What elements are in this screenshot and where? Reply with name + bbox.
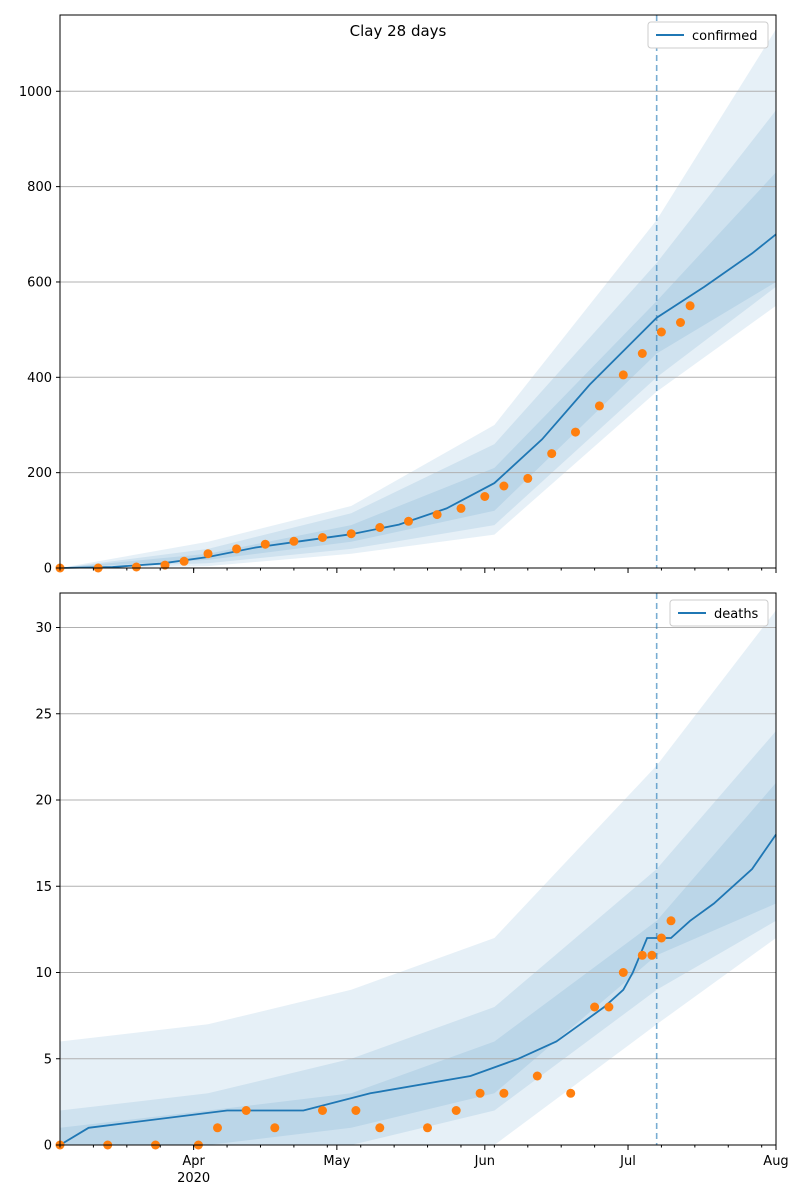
- deaths-points: [55, 916, 676, 1150]
- fit-line-deaths: [59, 833, 777, 1146]
- observed-point: [618, 968, 628, 977]
- band-2: [60, 29, 776, 569]
- observed-point: [637, 950, 647, 960]
- ytick-label: 30: [35, 621, 52, 636]
- xtick-label: Apr: [182, 1154, 205, 1169]
- ytick-label: 25: [35, 707, 52, 722]
- observed-point: [260, 539, 270, 549]
- deaths-axes-frame: [59, 592, 777, 1146]
- confirmed-xticks: [59, 568, 777, 573]
- band-0: [60, 782, 776, 1145]
- observed-point: [423, 1123, 432, 1133]
- observed-point: [590, 1002, 600, 1012]
- band-1: [60, 110, 776, 569]
- observed-point: [456, 503, 466, 513]
- observed-point: [203, 549, 213, 559]
- observed-point: [451, 1106, 461, 1115]
- observed-point: [647, 950, 657, 960]
- observed-point: [532, 1071, 542, 1081]
- observed-point: [375, 1123, 385, 1133]
- observed-point: [179, 556, 189, 566]
- observed-point: [571, 427, 580, 437]
- legend-label-deaths: deaths: [714, 607, 759, 622]
- confirmed-panel: 0 200 400 600 800 1000 Clay 28 days confirmed: [19, 14, 777, 577]
- deaths-legend: deaths: [669, 599, 769, 627]
- observed-point: [566, 1088, 576, 1098]
- observed-point: [318, 533, 327, 542]
- xtick-sublabel: 2020: [177, 1171, 210, 1186]
- observed-point: [656, 327, 666, 337]
- observed-point: [637, 349, 647, 358]
- ytick-label: 600: [27, 275, 52, 290]
- xtick-label: Jun: [474, 1154, 495, 1169]
- observed-point: [318, 1106, 327, 1115]
- ytick-label: 15: [35, 880, 52, 895]
- observed-point: [351, 1106, 361, 1115]
- observed-point: [685, 301, 695, 311]
- confirmed-bands: [60, 29, 776, 569]
- observed-point: [480, 492, 490, 501]
- ytick-label: 0: [44, 562, 52, 577]
- observed-point: [375, 523, 385, 532]
- observed-point: [270, 1123, 280, 1133]
- ytick-label: 10: [35, 966, 52, 981]
- confirmed-points: [55, 301, 695, 573]
- xtick-label: Jul: [619, 1154, 636, 1169]
- observed-point: [346, 529, 356, 539]
- confirmed-axes-frame: [59, 14, 777, 569]
- band-0: [60, 172, 776, 569]
- observed-point: [618, 370, 628, 380]
- observed-point: [241, 1106, 251, 1115]
- ytick-label: 1000: [19, 85, 52, 100]
- confirmed-legend: confirmed: [647, 21, 769, 49]
- observed-point: [499, 481, 509, 491]
- observed-point: [547, 449, 557, 459]
- deaths-panel: 0 5 10 15 20 25 30 Apr 2020 May Jun Jul Aug deaths: [35, 592, 789, 1186]
- xtick-label: May: [323, 1154, 350, 1169]
- ytick-label: 0: [44, 1139, 52, 1154]
- deaths-xticks: Apr 2020 May Jun Jul Aug: [59, 1145, 789, 1186]
- observed-point: [656, 933, 666, 943]
- band-1: [60, 731, 776, 1145]
- chart-title: Clay 28 days: [350, 22, 447, 40]
- observed-point: [289, 536, 299, 546]
- legend-box: [647, 21, 769, 49]
- observed-point: [404, 516, 413, 526]
- observed-point: [131, 562, 141, 572]
- ytick-label: 20: [35, 794, 52, 809]
- observed-point: [232, 544, 242, 554]
- xtick-label: Aug: [763, 1154, 788, 1169]
- observed-point: [666, 916, 676, 926]
- confirmed-yticks: 0 200 400 600 800 1000: [19, 85, 60, 577]
- ytick-label: 400: [27, 371, 52, 386]
- deaths-yticks: 0 5 10 15 20 25 30: [35, 621, 60, 1154]
- observed-point: [213, 1123, 222, 1133]
- ytick-label: 800: [27, 180, 52, 195]
- observed-point: [676, 318, 685, 327]
- observed-point: [523, 473, 533, 483]
- legend-box: [669, 599, 769, 627]
- ytick-label: 200: [27, 466, 52, 481]
- observed-point: [475, 1088, 485, 1098]
- deaths-fit: [59, 833, 777, 1146]
- observed-point: [594, 401, 604, 411]
- observed-point: [432, 510, 442, 520]
- observed-point: [499, 1088, 509, 1098]
- ytick-label: 5: [44, 1052, 52, 1067]
- observed-point: [160, 560, 170, 570]
- legend-label-confirmed: confirmed: [692, 29, 758, 44]
- observed-point: [604, 1002, 614, 1012]
